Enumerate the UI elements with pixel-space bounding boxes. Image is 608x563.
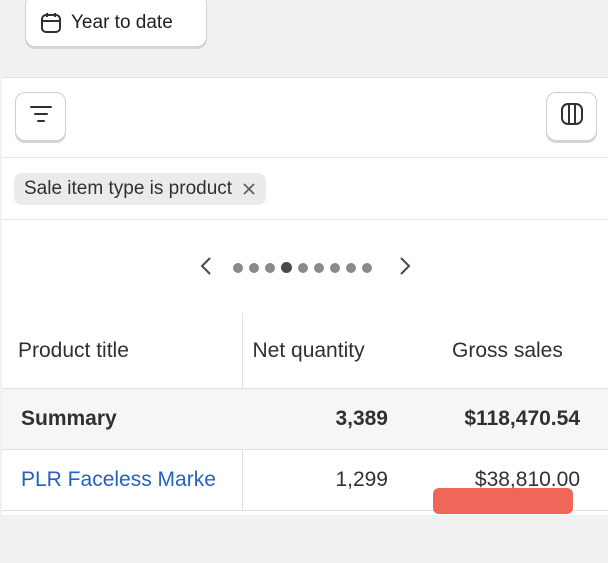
pager-dot[interactable]	[265, 262, 275, 273]
close-icon[interactable]	[242, 182, 256, 196]
table-row: PLR Faceless Marke 1,299 $38,810.00	[2, 449, 608, 511]
report-table: Product title Net quantity Gross sales S…	[2, 313, 608, 511]
header-product-title[interactable]: Product title	[2, 313, 243, 389]
filter-button[interactable]	[15, 92, 66, 141]
calendar-icon	[39, 11, 63, 35]
applied-filters: Sale item type is product	[2, 158, 608, 220]
date-range-button[interactable]: Year to date	[25, 0, 207, 47]
pager-dot[interactable]	[233, 262, 243, 273]
columns-icon	[560, 102, 584, 131]
pager-dot[interactable]	[362, 262, 372, 273]
chevron-left-icon[interactable]	[199, 256, 213, 276]
date-range-label: Year to date	[71, 11, 173, 33]
chevron-right-icon[interactable]	[398, 256, 412, 276]
filter-chip-label: Sale item type is product	[24, 178, 233, 199]
bottom-area	[0, 515, 608, 563]
pager-dots	[233, 262, 372, 273]
row-net-quantity: 1,299	[242, 449, 402, 511]
pager-dot[interactable]	[346, 262, 356, 273]
summary-gross-sales: $118,470.54	[402, 388, 608, 450]
pager-dot[interactable]	[314, 262, 324, 273]
pager-dot[interactable]	[249, 262, 259, 273]
summary-net-quantity: 3,389	[242, 388, 402, 450]
columns-button[interactable]	[546, 92, 597, 141]
red-annotation-mark	[433, 488, 573, 514]
table-header-row: Product title Net quantity Gross sales	[2, 313, 608, 389]
pager-dot[interactable]	[281, 262, 292, 273]
pager-dot[interactable]	[330, 262, 340, 273]
summary-label: Summary	[2, 388, 242, 450]
filter-chip[interactable]: Sale item type is product	[14, 173, 267, 205]
product-title-link[interactable]: PLR Faceless Marke	[2, 449, 243, 511]
header-net-quantity[interactable]: Net quantity	[252, 338, 365, 362]
filter-icon	[29, 105, 52, 128]
report-toolbar	[2, 78, 608, 158]
report-panel: Sale item type is product Product title …	[2, 77, 608, 516]
summary-row: Summary 3,389 $118,470.54	[2, 388, 608, 450]
header-gross-sales[interactable]: Gross sales	[452, 338, 563, 362]
column-pager	[2, 220, 608, 313]
top-bar: Year to date	[0, 0, 608, 77]
pager-dot[interactable]	[298, 262, 308, 273]
